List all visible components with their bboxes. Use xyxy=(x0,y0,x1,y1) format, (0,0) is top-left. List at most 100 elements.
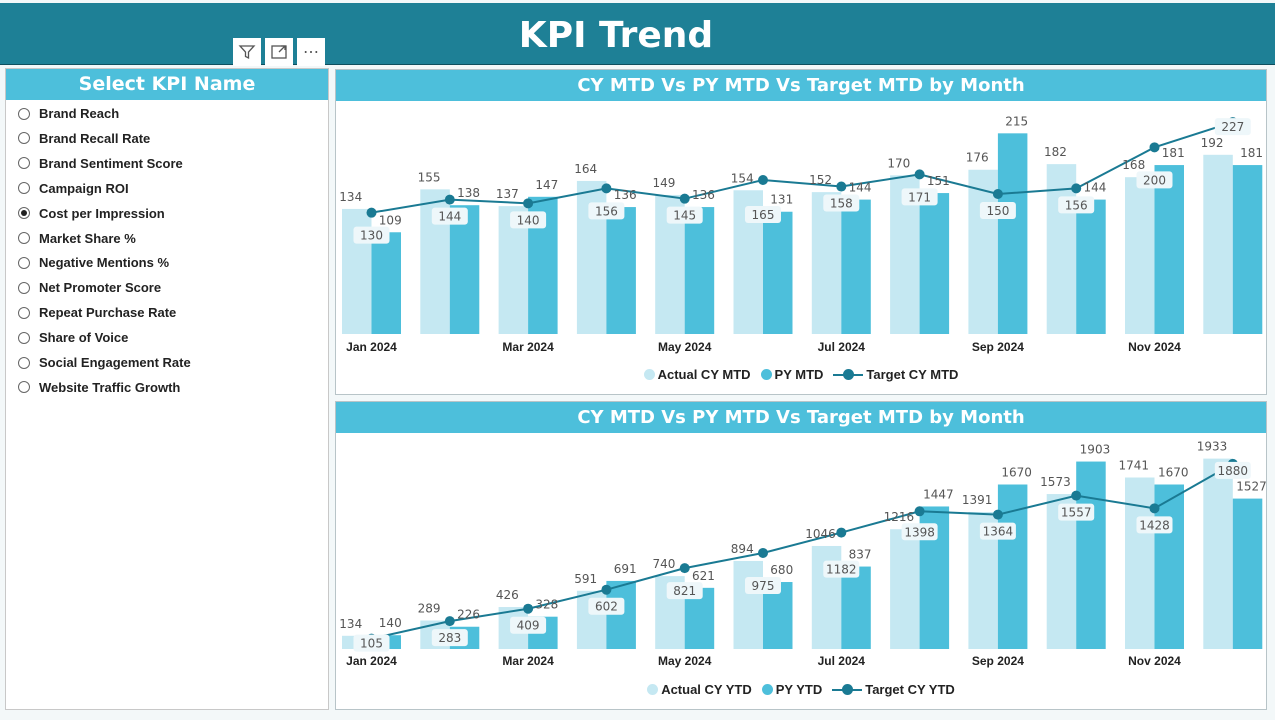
py-bar xyxy=(919,193,950,334)
legend-line-icon xyxy=(833,369,864,380)
actual-data-label: 137 xyxy=(496,187,519,201)
visual-header-icons: ⋯ xyxy=(233,38,325,66)
radio-button-icon[interactable] xyxy=(18,356,30,369)
target-label-box xyxy=(431,207,468,225)
py-data-label: 151 xyxy=(927,174,950,188)
slicer-item[interactable]: Brand Sentiment Score xyxy=(18,156,183,171)
slicer-item-label: Negative Mentions % xyxy=(39,255,170,271)
target-point xyxy=(601,584,612,595)
legend-item-actual[interactable]: Actual CY MTD xyxy=(643,367,751,382)
py-bar xyxy=(1232,498,1263,649)
slicer-item[interactable]: Campaign ROI xyxy=(18,181,129,196)
actual-data-label: 591 xyxy=(574,572,597,586)
radio-button-icon[interactable] xyxy=(18,331,30,344)
slicer-item-label: Brand Sentiment Score xyxy=(39,155,183,171)
radio-button-icon[interactable] xyxy=(18,381,30,394)
radio-button-icon[interactable] xyxy=(18,107,30,120)
py-bar xyxy=(1232,165,1263,334)
radio-button-icon[interactable] xyxy=(18,306,30,319)
legend-item-actual[interactable]: Actual CY YTD xyxy=(647,682,752,697)
focus-mode-icon[interactable] xyxy=(265,38,293,66)
actual-data-label: 164 xyxy=(574,162,597,176)
py-data-label: 1447 xyxy=(923,487,954,501)
legend-label: PY MTD xyxy=(774,367,824,382)
target-data-label: 821 xyxy=(673,584,696,598)
py-data-label: 181 xyxy=(1162,146,1185,160)
actual-data-label: 1216 xyxy=(884,510,915,524)
target-data-label: 150 xyxy=(986,204,1009,218)
x-tick-label: Nov 2024 xyxy=(1128,654,1181,668)
target-label-box xyxy=(979,202,1016,219)
filter-icon[interactable] xyxy=(233,38,261,66)
legend-dot-icon xyxy=(761,684,773,695)
chart-title: CY MTD Vs PY MTD Vs Target MTD by Month xyxy=(336,402,1266,433)
py-bar xyxy=(606,207,636,334)
actual-data-label: 149 xyxy=(652,176,675,190)
py-data-label: 680 xyxy=(770,563,793,577)
py-data-label: 136 xyxy=(614,188,637,202)
radio-button-icon[interactable] xyxy=(18,207,30,220)
target-data-label: 158 xyxy=(830,197,853,211)
radio-button-icon[interactable] xyxy=(18,232,30,244)
slicer-item[interactable]: Share of Voice xyxy=(18,330,128,345)
slicer-item[interactable]: Negative Mentions % xyxy=(18,255,169,270)
page-title: KPI Trend xyxy=(518,15,714,56)
radio-button-icon[interactable] xyxy=(18,182,30,195)
target-label-box xyxy=(588,597,625,615)
target-point xyxy=(836,527,847,538)
actual-data-label: 426 xyxy=(496,588,519,602)
target-data-label: 602 xyxy=(595,600,618,614)
slicer-item[interactable]: Brand Reach xyxy=(18,106,119,121)
ytd-chart: Jan 2024 Mar 2024 May 2024 Jul 2024 Sep 2024… xyxy=(339,440,1266,668)
actual-data-label: 192 xyxy=(1201,136,1224,150)
actual-bar xyxy=(1203,154,1233,334)
actual-bar xyxy=(890,529,920,649)
py-bar xyxy=(841,566,871,649)
target-point xyxy=(914,169,925,180)
target-point xyxy=(444,616,455,627)
slicer-item[interactable]: Market Share % xyxy=(18,231,136,246)
slicer-item[interactable]: Brand Recall Rate xyxy=(18,131,150,146)
target-label-box xyxy=(666,206,703,224)
target-point xyxy=(679,193,690,204)
legend-item-py[interactable]: PY MTD xyxy=(760,367,824,382)
target-label-box xyxy=(1136,171,1173,189)
target-label-box xyxy=(823,194,860,212)
more-options-icon[interactable]: ⋯ xyxy=(297,38,325,66)
slicer-item-label: Net Promoter Score xyxy=(39,280,162,296)
slicer-item[interactable]: Social Engagement Rate xyxy=(18,355,191,370)
actual-data-label: 182 xyxy=(1044,145,1067,159)
legend-item-py[interactable]: PY YTD xyxy=(761,682,822,697)
slicer-item[interactable]: Net Promoter Score xyxy=(18,280,161,295)
slicer-item-label: Cost per Impression xyxy=(39,205,165,221)
x-tick-label: Sep 2024 xyxy=(972,340,1024,354)
target-data-label: 975 xyxy=(752,579,775,593)
radio-button-icon[interactable] xyxy=(18,281,30,294)
legend-item-target[interactable]: Target CY MTD xyxy=(833,367,958,382)
slicer-item[interactable]: Website Traffic Growth xyxy=(18,380,180,395)
radio-button-icon[interactable] xyxy=(18,132,30,145)
actual-data-label: 168 xyxy=(1122,158,1145,172)
x-tick-label: May 2024 xyxy=(658,340,712,354)
py-data-label: 144 xyxy=(849,181,872,195)
target-data-label: 140 xyxy=(517,213,540,227)
target-data-label: 409 xyxy=(517,619,540,633)
slicer-item[interactable]: Cost per Impression xyxy=(18,206,165,221)
legend-label: Target CY MTD xyxy=(866,367,959,382)
radio-button-icon[interactable] xyxy=(18,157,30,170)
target-data-label: 165 xyxy=(752,208,775,222)
slicer-item-label: Social Engagement Rate xyxy=(39,355,191,370)
radio-button-icon[interactable] xyxy=(18,256,30,269)
slicer-item[interactable]: Repeat Purchase Rate xyxy=(18,305,176,320)
x-tick-label: Jul 2024 xyxy=(818,340,866,354)
actual-bar xyxy=(1046,164,1077,334)
target-point xyxy=(1149,503,1160,514)
actual-data-label: 134 xyxy=(339,190,362,204)
actual-data-label: 289 xyxy=(418,602,441,616)
target-point xyxy=(366,207,377,218)
target-data-label: 171 xyxy=(908,190,931,204)
target-label-box xyxy=(745,206,781,223)
py-data-label: 1670 xyxy=(1158,466,1189,480)
legend-item-target[interactable]: Target CY YTD xyxy=(832,682,955,697)
py-bar xyxy=(841,199,871,334)
